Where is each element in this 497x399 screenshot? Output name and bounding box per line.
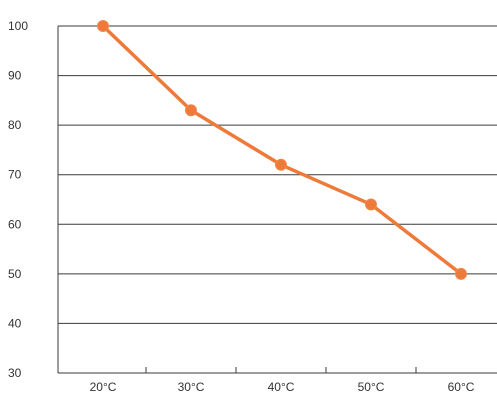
gridlines bbox=[58, 25, 497, 324]
x-tick-label-5: 60°C bbox=[448, 380, 475, 394]
x-tick-label-4: 50°C bbox=[358, 380, 385, 394]
axes bbox=[57, 26, 497, 374]
data-point-20°C bbox=[97, 20, 109, 32]
x-tick-label-3: 40°C bbox=[268, 380, 295, 394]
y-tick-label-40: 40 bbox=[8, 316, 22, 330]
y-tick-label-80: 80 bbox=[8, 118, 22, 132]
x-tick-label-2: 30°C bbox=[178, 380, 205, 394]
y-tick-label-100: 100 bbox=[8, 19, 28, 33]
y-tick-label-60: 60 bbox=[8, 217, 22, 231]
y-tick-label-50: 50 bbox=[8, 267, 22, 281]
x-tick-labels: 20°C 30°C 40°C 50°C 60°C bbox=[90, 380, 475, 394]
y-tick-label-90: 90 bbox=[8, 69, 22, 83]
series-line-1 bbox=[101, 24, 463, 276]
y-tick-label-30: 30 bbox=[8, 366, 22, 380]
x-tick-label-1: 20°C bbox=[90, 380, 117, 394]
y-tick-labels: 30 40 50 60 70 80 90 100 bbox=[8, 19, 28, 380]
series-layer bbox=[97, 20, 467, 280]
data-point-40°C bbox=[275, 158, 287, 171]
data-point-50°C bbox=[365, 198, 377, 211]
data-point-60°C bbox=[455, 267, 467, 280]
data-point-30°C bbox=[185, 104, 197, 117]
y-tick-label-70: 70 bbox=[8, 168, 22, 182]
